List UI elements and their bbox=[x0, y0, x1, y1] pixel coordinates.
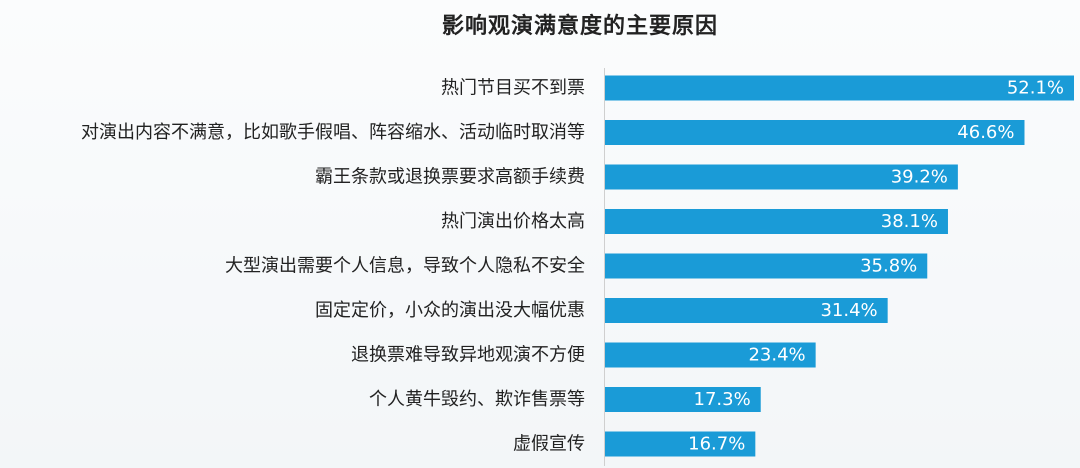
bar bbox=[605, 75, 1074, 101]
category-label: 大型演出需要个人信息，导致个人隐私不安全 bbox=[225, 256, 585, 277]
value-label: 38.1% bbox=[881, 211, 938, 232]
bar bbox=[605, 431, 756, 457]
bar bbox=[605, 342, 816, 368]
bar bbox=[605, 387, 761, 412]
bar-row: 大型演出需要个人信息，导致个人隐私不安全 35.8% bbox=[225, 253, 928, 279]
bar-row: 热门演出价格太高 38.1% bbox=[441, 209, 948, 234]
value-label: 52.1% bbox=[1007, 78, 1064, 99]
bar bbox=[605, 120, 1025, 145]
category-label: 固定定价，小众的演出没大幅优惠 bbox=[315, 300, 585, 321]
bar-row: 霸王条款或退换票要求高额手续费 39.2% bbox=[315, 164, 958, 190]
value-label: 23.4% bbox=[748, 345, 805, 366]
bar-row: 虚假宣传 16.7% bbox=[513, 431, 756, 457]
value-label: 31.4% bbox=[820, 300, 877, 321]
bars-layer: 热门节目买不到票 52.1% 对演出内容不满意，比如歌手假唱、阵容缩水、活动临时取消… bbox=[81, 68, 1074, 466]
value-label: 39.2% bbox=[891, 167, 948, 188]
chart-title: 影响观演满意度的主要原因 bbox=[441, 14, 718, 39]
bar-row: 个人黄牛毁约、欺诈售票等 17.3% bbox=[369, 387, 761, 412]
category-label: 个人黄牛毁约、欺诈售票等 bbox=[369, 389, 585, 410]
category-label: 霸王条款或退换票要求高额手续费 bbox=[315, 167, 585, 188]
bar bbox=[605, 209, 948, 234]
bar-row: 热门节目买不到票 52.1% bbox=[441, 75, 1074, 101]
value-label: 17.3% bbox=[694, 389, 751, 410]
category-label: 虚假宣传 bbox=[513, 434, 585, 455]
category-label: 对演出内容不满意，比如歌手假唱、阵容缩水、活动临时取消等 bbox=[81, 122, 585, 143]
bar bbox=[605, 253, 928, 279]
category-label: 热门节目买不到票 bbox=[441, 78, 585, 99]
category-label: 退换票难导致异地观演不方便 bbox=[351, 345, 585, 366]
bar bbox=[605, 298, 888, 323]
bar-row: 退换票难导致异地观演不方便 23.4% bbox=[351, 342, 816, 368]
bar bbox=[605, 164, 958, 190]
bar-row: 对演出内容不满意，比如歌手假唱、阵容缩水、活动临时取消等 46.6% bbox=[81, 120, 1025, 145]
bar-row: 固定定价，小众的演出没大幅优惠 31.4% bbox=[315, 298, 888, 323]
value-label: 35.8% bbox=[860, 256, 917, 277]
value-label: 16.7% bbox=[688, 434, 745, 455]
value-label: 46.6% bbox=[957, 122, 1014, 143]
category-label: 热门演出价格太高 bbox=[441, 211, 585, 232]
